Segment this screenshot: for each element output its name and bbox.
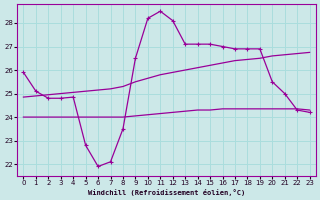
X-axis label: Windchill (Refroidissement éolien,°C): Windchill (Refroidissement éolien,°C) <box>88 189 245 196</box>
